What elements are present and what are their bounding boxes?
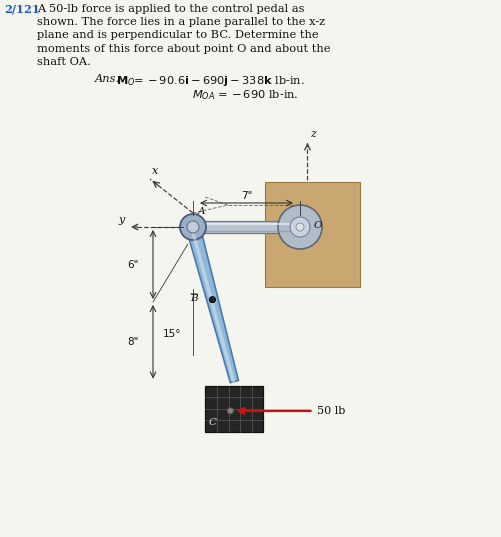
Text: C: C [208, 418, 216, 426]
Text: O: O [313, 221, 322, 229]
Circle shape [278, 205, 321, 249]
Text: $= -90.6\mathbf{i} - 690\mathbf{j} - 338\mathbf{k}$ lb-in.: $= -90.6\mathbf{i} - 690\mathbf{j} - 338… [131, 74, 304, 88]
Text: plane and is perpendicular to BC. Determine the: plane and is perpendicular to BC. Determ… [37, 31, 318, 40]
Text: Ans.: Ans. [95, 74, 124, 84]
Text: 2/121: 2/121 [4, 4, 40, 15]
Text: 15°: 15° [163, 329, 181, 339]
Text: moments of this force about point O and about the: moments of this force about point O and … [37, 43, 330, 54]
Text: 8": 8" [127, 337, 139, 347]
Circle shape [180, 214, 205, 240]
Polygon shape [205, 386, 263, 432]
Circle shape [227, 408, 233, 414]
Text: 50 lb: 50 lb [317, 406, 345, 416]
Text: $M_{OA}$: $M_{OA}$ [191, 88, 214, 102]
Circle shape [209, 296, 215, 303]
Text: z: z [310, 129, 316, 139]
Text: y: y [118, 215, 124, 225]
Circle shape [187, 221, 198, 233]
Circle shape [296, 223, 304, 231]
Text: $\mathbf{M}_O$: $\mathbf{M}_O$ [116, 74, 135, 88]
Polygon shape [192, 221, 300, 233]
Text: x: x [152, 166, 158, 176]
Text: shaft OA.: shaft OA. [37, 57, 91, 67]
Text: shown. The force lies in a plane parallel to the x-z: shown. The force lies in a plane paralle… [37, 17, 325, 27]
Text: 6": 6" [127, 259, 139, 270]
Circle shape [290, 217, 310, 237]
Text: A 50-lb force is applied to the control pedal as: A 50-lb force is applied to the control … [37, 4, 304, 14]
Text: 7": 7" [240, 191, 252, 201]
Polygon shape [265, 182, 359, 287]
Polygon shape [186, 225, 238, 383]
Text: $= -690$ lb-in.: $= -690$ lb-in. [214, 88, 298, 100]
Text: B: B [189, 294, 197, 303]
Text: A: A [197, 207, 205, 216]
